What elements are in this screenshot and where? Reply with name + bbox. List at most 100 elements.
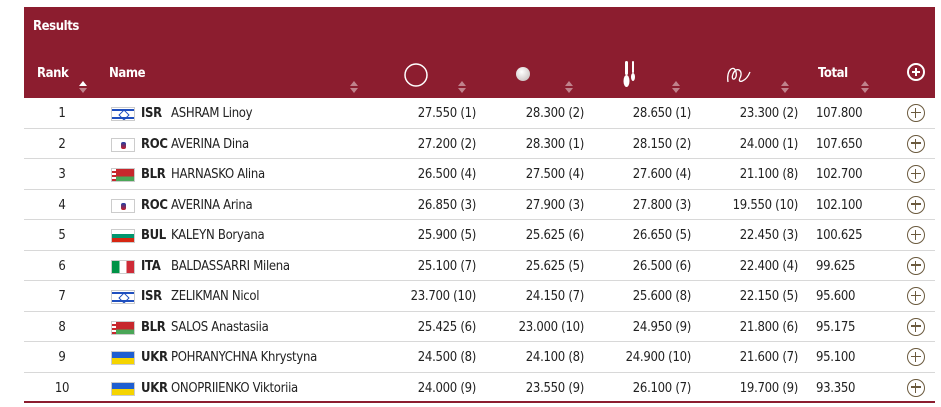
isr-flag-icon xyxy=(111,290,135,304)
results-title: Results xyxy=(33,19,79,34)
noc-code: BUL xyxy=(141,228,166,243)
athlete-name[interactable]: POHRANYCHNA Khrystyna xyxy=(171,350,317,365)
blr-flag-icon xyxy=(111,320,135,335)
table-row[interactable]: 10 UKR ONOPRIIENKO Viktoriia 24.000 (9) 23.5… xyxy=(24,373,935,403)
ita-flag-icon xyxy=(111,259,135,274)
table-row[interactable]: 3 BLR HARNASKO Alina 26.500 (4) 27.500 (4) 27… xyxy=(24,159,935,190)
athlete-name[interactable]: HARNASKO Alina xyxy=(171,167,265,182)
clubs-score: 24.900 (10) xyxy=(625,350,692,365)
hoop-score: 26.850 (3) xyxy=(417,197,477,213)
ball-score: 28.300 (1) xyxy=(525,136,585,152)
hoop-score: 25.425 (6) xyxy=(417,319,477,335)
hoop-score: 25.900 (5) xyxy=(417,228,477,243)
athlete-name[interactable]: AVERINA Arina xyxy=(171,197,253,213)
ribbon-score: 19.550 (10) xyxy=(732,197,799,213)
noc-code: UKR xyxy=(141,380,168,396)
hoop-icon[interactable] xyxy=(403,62,429,88)
athlete-name[interactable]: AVERINA Dina xyxy=(171,136,249,152)
athlete-name[interactable]: SALOS Anastasiia xyxy=(171,319,269,335)
name-sort-icon[interactable] xyxy=(350,81,358,93)
athlete-name[interactable]: ONOPRIIENKO Viktoriia xyxy=(171,380,298,396)
clubs-score: 24.950 (9) xyxy=(632,319,692,335)
table-row[interactable]: 8 BLR SALOS Anastasiia 25.425 (6) 23.000 (10… xyxy=(24,312,935,342)
table-row[interactable]: 6 ITA BALDASSARRI Milena 25.100 (7) 25.625 (… xyxy=(24,251,935,281)
ribbon-icon[interactable] xyxy=(724,62,754,88)
ball-score: 28.300 (2) xyxy=(525,106,585,121)
noc-code: BLR xyxy=(141,319,166,335)
ball-score: 24.150 (7) xyxy=(525,289,585,304)
hoop-score: 27.200 (2) xyxy=(417,136,477,152)
ball-sort-icon[interactable] xyxy=(565,81,573,93)
name-column-header[interactable]: Name xyxy=(109,66,146,81)
hoop-sort-icon[interactable] xyxy=(458,81,466,93)
ball-score: 24.100 (8) xyxy=(525,350,585,365)
clubs-sort-icon[interactable] xyxy=(672,81,680,93)
hoop-score: 23.700 (10) xyxy=(410,289,477,304)
ball-score: 23.000 (10) xyxy=(518,319,585,335)
ribbon-sort-icon[interactable] xyxy=(781,81,789,93)
ribbon-score: 19.700 (9) xyxy=(739,380,799,396)
expand-row-icon[interactable] xyxy=(907,317,925,336)
table-row[interactable]: 5 BUL KALEYN Boryana 25.900 (5) 25.625 (6) 26… xyxy=(24,220,935,251)
rank-cell: 8 xyxy=(58,319,66,335)
rank-cell: 2 xyxy=(58,136,66,152)
expand-row-icon[interactable] xyxy=(907,195,925,214)
table-row[interactable]: 1 ISR ASHRAM Linoy 27.550 (1) 28.300 (2) 28.6… xyxy=(24,98,935,129)
rank-cell: 1 xyxy=(58,106,66,121)
clubs-score: 28.650 (1) xyxy=(632,106,692,121)
total-score: 107.800 xyxy=(816,106,863,121)
expand-row-icon[interactable] xyxy=(907,165,925,183)
expand-row-icon[interactable] xyxy=(907,378,925,397)
athlete-name[interactable]: BALDASSARRI Milena xyxy=(171,258,290,274)
rank-cell: 4 xyxy=(58,197,66,213)
athlete-name[interactable]: ASHRAM Linoy xyxy=(171,106,253,121)
athlete-name[interactable]: KALEYN Boryana xyxy=(171,228,265,243)
bul-flag-icon xyxy=(111,229,135,243)
clubs-icon[interactable] xyxy=(621,59,639,89)
total-score: 102.100 xyxy=(816,197,863,213)
ribbon-score: 21.800 (6) xyxy=(739,319,799,335)
rank-column-header[interactable]: Rank xyxy=(37,66,69,81)
rank-cell: 5 xyxy=(58,228,66,243)
table-row[interactable]: 7 ISR ZELIKMAN Nicol 23.700 (10) 24.150 (7) 2… xyxy=(24,281,935,312)
table-row[interactable]: 4 ROC AVERINA Arina 26.850 (3) 27.900 (3) 27.… xyxy=(24,190,935,220)
rank-cell: 3 xyxy=(58,167,66,182)
table-row[interactable]: 2 ROC AVERINA Dina 27.200 (2) 28.300 (1) 28.1… xyxy=(24,129,935,159)
expand-row-icon[interactable] xyxy=(907,348,925,366)
noc-code: ISR xyxy=(141,289,162,304)
total-score: 107.650 xyxy=(816,136,863,152)
clubs-score: 26.500 (6) xyxy=(632,258,692,274)
ball-score: 27.500 (4) xyxy=(525,167,585,182)
noc-code: ISR xyxy=(141,106,162,121)
expand-row-icon[interactable] xyxy=(907,134,925,153)
athlete-name[interactable]: ZELIKMAN Nicol xyxy=(171,289,260,304)
ball-score: 27.900 (3) xyxy=(525,197,585,213)
results-rows: 1 ISR ASHRAM Linoy 27.550 (1) 28.300 (2) 28.6… xyxy=(24,98,935,403)
table-header: Results Rank Name Total xyxy=(24,7,935,98)
clubs-score: 27.600 (4) xyxy=(632,167,692,182)
roc-flag-icon xyxy=(111,198,135,213)
hoop-score: 27.550 (1) xyxy=(417,106,477,121)
ball-icon[interactable] xyxy=(514,65,532,83)
total-score: 95.175 xyxy=(816,319,856,335)
total-sort-icon[interactable] xyxy=(861,81,869,93)
expand-all-icon[interactable] xyxy=(907,63,925,81)
hoop-score: 25.100 (7) xyxy=(417,258,477,274)
rank-sort-icon[interactable] xyxy=(79,81,87,93)
clubs-score: 26.650 (5) xyxy=(632,228,692,243)
ribbon-score: 22.450 (3) xyxy=(739,228,799,243)
total-column-header[interactable]: Total xyxy=(818,66,848,81)
blr-flag-icon xyxy=(111,168,135,182)
total-score: 93.350 xyxy=(816,380,856,396)
table-row[interactable]: 9 UKR POHRANYCHNA Khrystyna 24.500 (8) 24.10… xyxy=(24,342,935,373)
expand-row-icon[interactable] xyxy=(907,104,925,122)
expand-row-icon[interactable] xyxy=(907,226,925,244)
clubs-score: 26.100 (7) xyxy=(632,380,692,396)
ukr-flag-icon xyxy=(111,351,135,365)
rank-cell: 7 xyxy=(58,289,66,304)
hoop-score: 26.500 (4) xyxy=(417,167,477,182)
expand-row-icon[interactable] xyxy=(907,256,925,275)
expand-row-icon[interactable] xyxy=(907,287,925,305)
ribbon-score: 21.600 (7) xyxy=(739,350,799,365)
total-score: 95.600 xyxy=(816,289,856,304)
